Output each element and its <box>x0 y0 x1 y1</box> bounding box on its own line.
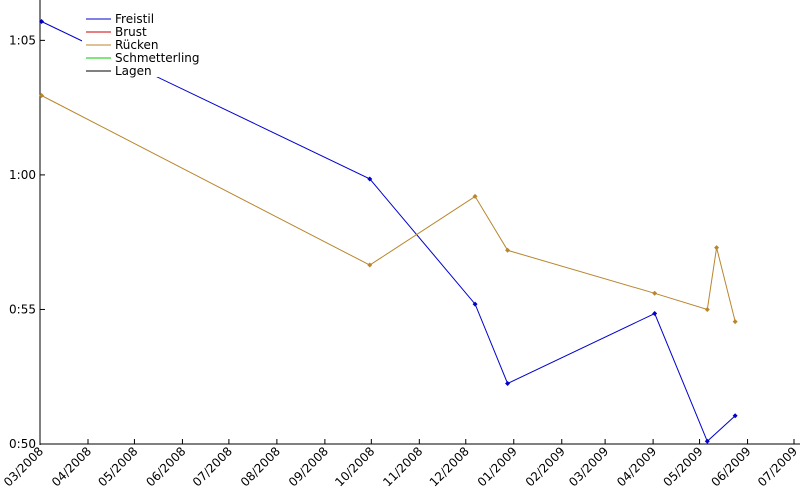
x-tick-label: 06/2009 <box>709 444 754 489</box>
x-tick-label: 12/2008 <box>427 444 472 489</box>
y-tick-label: 1:00 <box>9 168 36 182</box>
legend-background <box>82 10 208 77</box>
x-tick-label: 07/2008 <box>190 444 235 489</box>
y-tick-label: 1:05 <box>9 33 36 47</box>
series-group <box>39 19 738 444</box>
x-tick-label: 04/2008 <box>49 444 94 489</box>
data-point <box>505 380 511 386</box>
x-tick-label: 01/2009 <box>475 444 520 489</box>
data-point <box>39 19 45 25</box>
data-point <box>652 290 658 296</box>
data-point <box>732 319 738 325</box>
y-tick-label: 0:50 <box>9 437 36 451</box>
legend-label: Lagen <box>115 64 152 78</box>
data-point <box>732 413 738 419</box>
data-point <box>472 193 478 199</box>
x-tick-label: 09/2008 <box>286 444 331 489</box>
x-tick-label: 02/2009 <box>523 444 568 489</box>
data-point <box>652 310 658 316</box>
x-tick-label: 07/2009 <box>755 444 800 489</box>
legend-label: Freistil <box>115 12 154 26</box>
x-tick-label: 08/2008 <box>238 444 283 489</box>
x-tick-label: 10/2008 <box>332 444 377 489</box>
data-point <box>714 245 720 251</box>
data-point <box>39 93 45 99</box>
legend-label: Rücken <box>115 38 159 52</box>
x-tick-label: 06/2008 <box>143 444 188 489</box>
data-point <box>472 301 478 307</box>
data-point <box>367 262 373 268</box>
legend-label: Schmetterling <box>115 51 200 65</box>
data-point <box>704 438 710 444</box>
y-tick-label: 0:55 <box>9 302 36 316</box>
legend-label: Brust <box>115 25 147 39</box>
data-point <box>505 247 511 253</box>
x-tick-label: 11/2008 <box>380 444 425 489</box>
data-point <box>367 176 373 182</box>
x-tick-label: 03/2009 <box>566 444 611 489</box>
series-line-rücken <box>41 95 736 322</box>
x-tick-label: 05/2008 <box>95 444 140 489</box>
series-line-freistil <box>41 21 736 443</box>
x-tick-label: 05/2009 <box>661 444 706 489</box>
x-tick-label: 04/2009 <box>614 444 659 489</box>
data-point <box>704 306 710 312</box>
